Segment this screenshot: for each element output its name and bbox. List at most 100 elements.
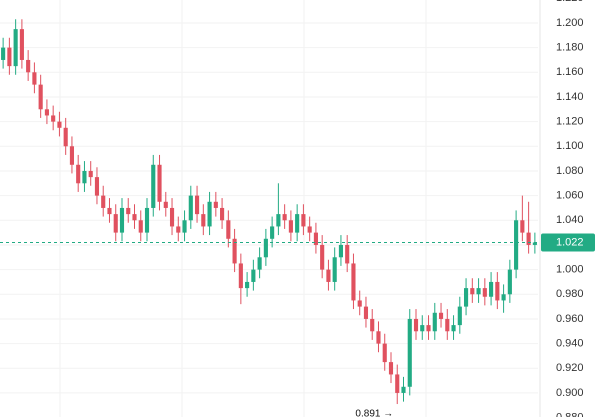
candle-body bbox=[288, 220, 293, 233]
candle-body bbox=[438, 312, 444, 319]
candle-body bbox=[44, 109, 49, 116]
candle-body bbox=[520, 220, 525, 233]
candle-body bbox=[420, 325, 425, 332]
candle-body bbox=[207, 201, 212, 227]
candle-body bbox=[495, 281, 500, 301]
y-tick-label: 0.920 bbox=[556, 362, 584, 374]
candle-body bbox=[338, 244, 344, 258]
candle-body bbox=[489, 281, 494, 297]
candle-body bbox=[245, 281, 250, 289]
candle-body bbox=[263, 238, 268, 258]
candle-body bbox=[501, 294, 506, 301]
y-tick-label: 1.040 bbox=[556, 214, 584, 226]
candle-body bbox=[157, 164, 162, 202]
last-price-box bbox=[541, 233, 595, 252]
candle-body bbox=[194, 195, 200, 215]
y-tick-label: 1.100 bbox=[556, 140, 584, 152]
y-tick-label: 1.180 bbox=[556, 42, 584, 54]
y-tick-label: 0.940 bbox=[556, 338, 584, 350]
candle-body bbox=[457, 306, 462, 326]
candle-body bbox=[432, 312, 437, 332]
candle-body bbox=[276, 214, 281, 227]
candle-body bbox=[144, 207, 150, 233]
candle-body bbox=[388, 362, 394, 375]
candle-body bbox=[201, 214, 206, 227]
candle-body bbox=[451, 325, 456, 332]
candle-body bbox=[163, 201, 168, 208]
candle-body bbox=[251, 269, 256, 282]
candle-body bbox=[32, 72, 37, 85]
candle-body bbox=[1, 47, 6, 60]
candle-body bbox=[514, 220, 519, 270]
candle-body bbox=[7, 47, 12, 67]
candle-body bbox=[182, 220, 187, 233]
last-price-label: 1.022 bbox=[556, 236, 584, 248]
candle-body bbox=[507, 269, 512, 295]
candle-body bbox=[376, 331, 381, 344]
y-tick-label: 0.880 bbox=[556, 412, 584, 417]
candle-body bbox=[138, 220, 143, 233]
candle-body bbox=[113, 214, 118, 233]
candle-body bbox=[413, 318, 419, 332]
candle-body bbox=[51, 115, 56, 122]
candle-body bbox=[238, 263, 243, 289]
y-tick-label: 0.980 bbox=[556, 288, 584, 300]
candle-body bbox=[332, 257, 337, 282]
y-tick-label: 0.900 bbox=[556, 387, 584, 399]
candle-body bbox=[470, 288, 475, 295]
candle-body bbox=[282, 214, 287, 221]
candle-body bbox=[132, 214, 137, 221]
y-tick-label: 1.200 bbox=[556, 17, 584, 29]
candle-body bbox=[88, 170, 93, 178]
candle-body bbox=[257, 257, 262, 270]
candle-body bbox=[126, 207, 131, 215]
candle-body bbox=[188, 195, 193, 221]
y-tick-label: 1.160 bbox=[556, 66, 584, 78]
y-tick-label: 1.000 bbox=[556, 264, 584, 276]
y-tick-label: 1.140 bbox=[556, 91, 584, 103]
candle-body bbox=[407, 318, 412, 387]
candle-body bbox=[69, 146, 75, 165]
y-tick-label: 1.060 bbox=[556, 190, 584, 202]
candle-body bbox=[169, 207, 175, 227]
candle-body bbox=[63, 127, 68, 147]
candle-body bbox=[101, 195, 106, 208]
candle-body bbox=[307, 226, 312, 233]
candle-body bbox=[38, 84, 43, 110]
candle-body bbox=[357, 300, 362, 307]
y-tick-label: 1.220 bbox=[556, 0, 584, 4]
candle-body bbox=[526, 232, 531, 245]
candle-body bbox=[19, 29, 24, 60]
candle-body bbox=[532, 242, 537, 245]
candle-body bbox=[351, 263, 356, 301]
candle-body bbox=[320, 244, 325, 270]
candle-body bbox=[326, 269, 331, 282]
y-tick-label: 1.080 bbox=[556, 165, 584, 177]
candle-body bbox=[226, 220, 231, 239]
candle-body bbox=[213, 201, 218, 208]
candle-body bbox=[94, 177, 100, 196]
candle-body bbox=[345, 244, 350, 264]
candle-body bbox=[301, 214, 306, 227]
candle-body bbox=[220, 207, 225, 221]
candle-body bbox=[363, 306, 369, 319]
candle-body bbox=[313, 232, 318, 245]
candle-body bbox=[13, 29, 18, 67]
candle-body bbox=[382, 343, 387, 363]
candle-body bbox=[82, 170, 87, 184]
candle-body bbox=[270, 226, 275, 239]
candle-body bbox=[176, 226, 181, 233]
candle-body bbox=[463, 288, 469, 307]
candle-body bbox=[395, 374, 400, 393]
candle-body bbox=[476, 288, 481, 295]
candle-body bbox=[57, 121, 62, 128]
candle-body bbox=[232, 238, 237, 264]
candle-body bbox=[401, 386, 406, 393]
candle-body bbox=[426, 325, 431, 332]
candle-body bbox=[119, 207, 125, 233]
y-tick-label: 0.960 bbox=[556, 313, 584, 325]
candle-body bbox=[445, 318, 450, 332]
low-annotation: 0.891 → bbox=[355, 409, 393, 417]
candle-body bbox=[26, 59, 31, 73]
